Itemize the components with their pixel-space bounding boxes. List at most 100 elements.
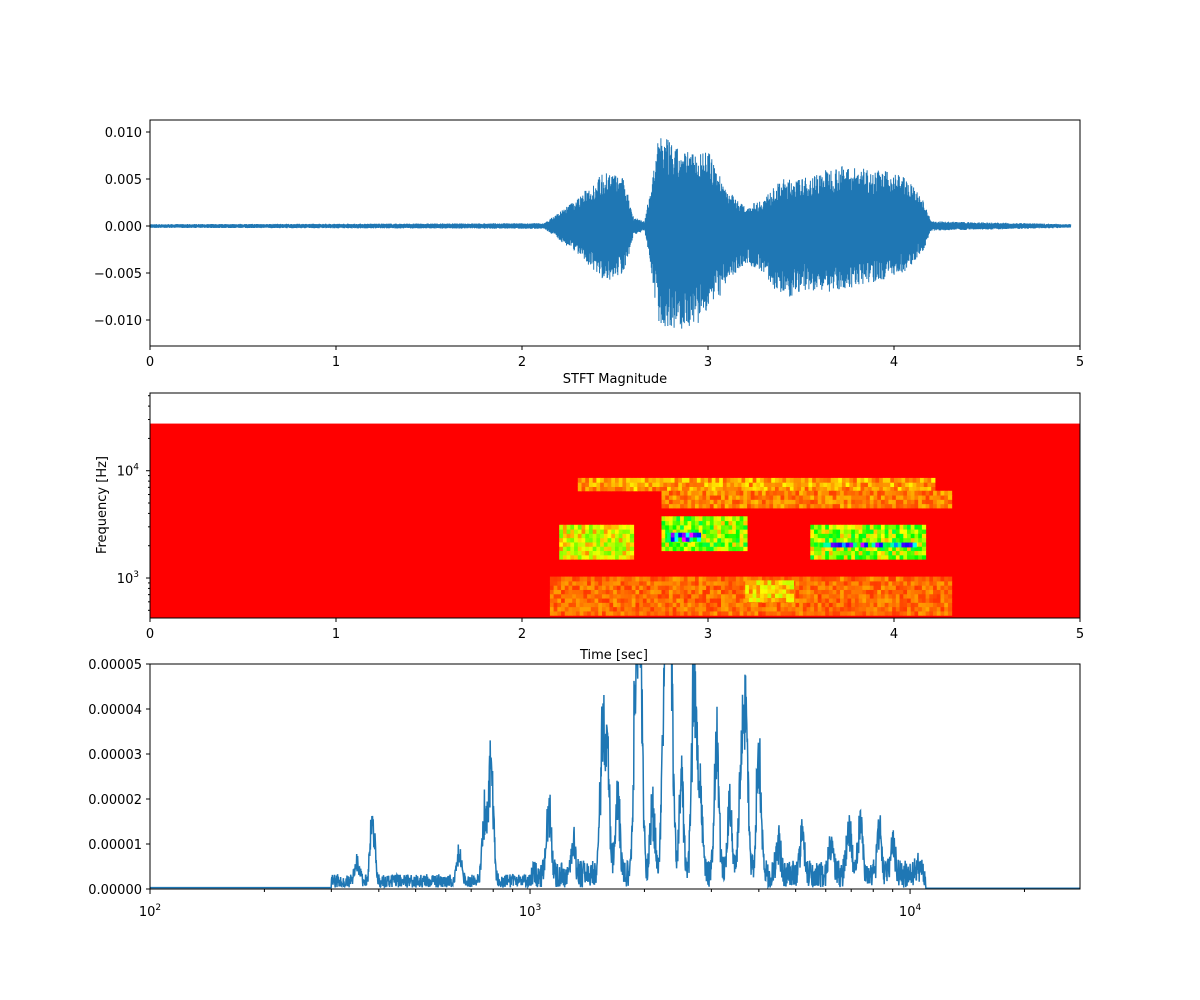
spectrogram-cell: [849, 477, 854, 483]
spectrogram-cell: [672, 495, 677, 500]
spectrogram-cell: [784, 499, 789, 505]
spectrogram-cell: [728, 598, 733, 603]
spectrogram-cell: [575, 576, 581, 582]
spectrogram-cell: [888, 585, 893, 590]
x-tick-label: 4: [890, 627, 898, 642]
spectrogram-cell: [864, 486, 869, 492]
spectrogram-cell: [888, 503, 893, 509]
spectrogram-cell: [572, 580, 577, 586]
spectrogram-cell: [795, 598, 800, 603]
spectrogram-cell: [629, 550, 635, 556]
spectrogram-cell: [814, 550, 819, 556]
spectrogram-cell: [784, 610, 789, 616]
spectrogram-cell: [920, 482, 925, 487]
spectrogram-cell: [706, 495, 711, 500]
spectrogram-cell: [724, 610, 729, 616]
spectrogram-cell: [836, 550, 841, 556]
spectrogram-cell: [947, 589, 953, 595]
spectrogram-cell: [674, 532, 679, 538]
spectrogram-cell: [579, 580, 584, 586]
spectrogram-cell: [577, 541, 583, 547]
spectrogram-cell: [884, 537, 889, 543]
spectrogram-cell: [895, 585, 901, 590]
spectrogram-cell: [799, 585, 804, 590]
spectrogram-cell: [717, 602, 722, 608]
spectrogram-cell: [869, 490, 875, 496]
spectrogram-cell: [657, 580, 662, 586]
spectrogram-cell: [562, 537, 568, 543]
spectrogram-cell: [869, 598, 875, 603]
spectrogram-cell: [808, 486, 813, 492]
spectrogram-cell: [581, 524, 586, 530]
spectrogram-cell: [622, 546, 627, 552]
spectrogram-cell: [642, 610, 648, 616]
spectrogram-cell: [756, 486, 761, 492]
spectrogram-cell: [760, 477, 765, 483]
spectrogram-cell: [944, 585, 949, 590]
spectrogram-cell: [854, 503, 860, 509]
spectrogram-cell: [702, 542, 707, 547]
spectrogram-cell: [769, 602, 774, 608]
spectrogram-cell: [836, 495, 841, 500]
spectrogram-cell: [683, 546, 689, 552]
spectrogram-cell: [553, 610, 558, 616]
spectrogram-cell: [780, 499, 785, 505]
spectrogram-cell: [894, 486, 899, 492]
spectrogram-cell: [559, 546, 564, 552]
spectrogram-cell: [668, 529, 674, 534]
spectrogram-cell: [832, 495, 837, 500]
spectrogram-cell: [799, 499, 804, 505]
spectrogram-cell: [605, 593, 610, 599]
spectrogram-cell: [773, 490, 778, 496]
spectrogram-cell: [806, 598, 811, 603]
spectrogram-cell: [728, 542, 733, 547]
spectrogram-cell: [726, 486, 731, 492]
spectrogram-cell: [905, 482, 910, 487]
spectrogram-cell: [940, 598, 945, 603]
spectrogram-cell: [696, 477, 702, 483]
spectrogram-cell: [825, 554, 830, 560]
spectrogram-cell: [732, 490, 737, 496]
spectrogram-cell: [921, 602, 927, 608]
spectrogram-cell: [741, 482, 746, 487]
spectrogram-cell: [825, 593, 830, 599]
spectrogram-cell: [629, 486, 635, 492]
spectrogram-cell: [655, 477, 661, 483]
spectrogram-cell: [888, 490, 893, 496]
spectrogram-cell: [888, 524, 893, 530]
spectrogram-cell: [641, 477, 646, 483]
spectrogram-cell: [810, 602, 815, 608]
spectrogram-cell: [840, 593, 845, 599]
spectrogram-cell: [721, 546, 726, 552]
spectrogram-cell: [592, 546, 597, 552]
spectrogram-cell: [583, 598, 588, 603]
spectrogram-cell: [869, 602, 875, 608]
spectrogram-cell: [622, 533, 627, 539]
spectrogram-cell: [882, 482, 888, 487]
spectrogram-cell: [577, 533, 583, 539]
spectrogram-cell: [609, 602, 614, 608]
spectrogram-cell: [869, 499, 875, 505]
spectrogram-cell: [836, 589, 841, 595]
spectrogram-cell: [661, 524, 666, 530]
spectrogram-cell: [683, 524, 689, 530]
spectrogram-cell: [724, 529, 729, 534]
spectrogram-cell: [628, 580, 633, 586]
spectrogram-cell: [918, 585, 923, 590]
spectrogram-cell: [851, 537, 856, 543]
spectrogram-cell: [795, 580, 800, 586]
spectrogram-cell: [698, 589, 703, 595]
spectrogram-cell: [568, 585, 573, 590]
spectrogram-cell: [907, 499, 912, 505]
spectrogram-cell: [721, 598, 726, 603]
spectrogram-cell: [592, 537, 597, 543]
spectrogram-cell: [858, 598, 863, 603]
spectrogram-cell: [587, 598, 592, 603]
spectrogram-cell: [735, 516, 741, 522]
spectrogram-cell: [611, 529, 616, 534]
spectrogram-cell: [735, 533, 741, 539]
spectrogram-cell: [732, 533, 737, 539]
spectrogram-cell: [834, 486, 839, 492]
spectrogram-cell: [828, 610, 834, 616]
spectrogram-cell: [910, 499, 915, 505]
